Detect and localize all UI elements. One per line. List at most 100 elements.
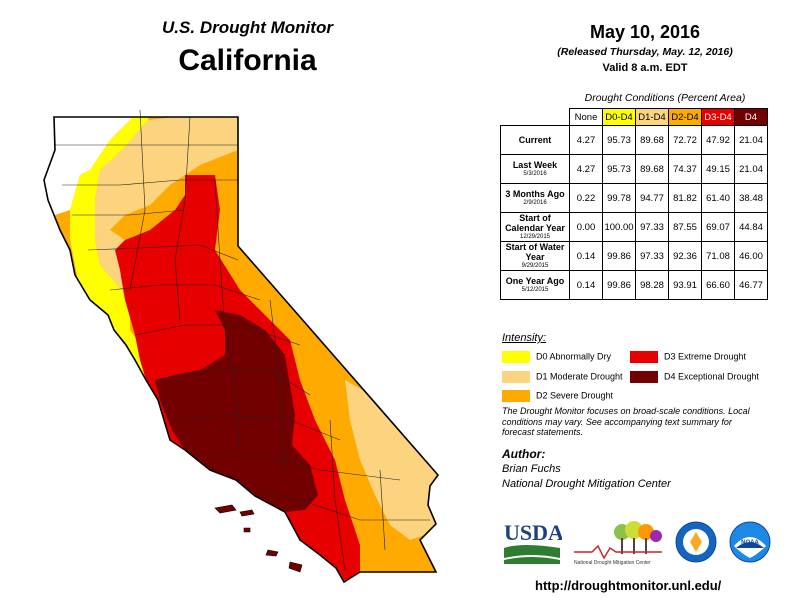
disclaimer-note: The Drought Monitor focuses on broad-sca… [502, 406, 750, 437]
row-label-text: Last Week [512, 160, 558, 170]
tree-icon [614, 521, 662, 554]
channel-islands [214, 504, 303, 573]
table-row: Last Week 5/3/2016 4.27 95.73 89.68 74.37 49.1… [500, 154, 768, 184]
table-cell: 99.78 [602, 183, 636, 213]
table-cell: 66.60 [701, 270, 735, 300]
table-cell: 0.00 [569, 212, 603, 242]
table-corner [501, 109, 570, 126]
col-header: D2-D4 [668, 108, 702, 126]
table-cell: 99.86 [602, 241, 636, 271]
table-cell: 87.55 [668, 212, 702, 242]
legend-swatch [502, 351, 530, 363]
table-row: 3 Months Ago 2/9/2016 0.22 99.78 94.77 81.82 6… [500, 183, 768, 213]
row-label: Current [500, 125, 570, 155]
table-cell: 97.33 [635, 212, 669, 242]
table-cell: 69.07 [701, 212, 735, 242]
legend-label: D0 Abnormally Dry [536, 351, 612, 362]
legend-item-d3: D3 Extreme Drought [630, 351, 746, 363]
col-header: None [569, 108, 603, 126]
table-title: Drought Conditions (Percent Area) [584, 92, 746, 104]
author-org: National Drought Mitigation Center [502, 478, 671, 490]
table-row: Start of Water Year 9/29/2015 0.14 99.86 97.… [500, 241, 768, 271]
legend-item-d0: D0 Abnormally Dry [502, 351, 611, 363]
author-name: Brian Fuchs [502, 463, 561, 475]
col-header: D4 [734, 108, 768, 126]
table-cell: 94.77 [635, 183, 669, 213]
col-header: D3-D4 [701, 108, 735, 126]
valid-time: Valid 8 a.m. EDT [602, 62, 688, 74]
table-cell: 21.04 [734, 154, 768, 184]
california-drought-map [43, 109, 440, 584]
row-label-text: Start of Water Year [505, 242, 565, 262]
table-cell: 4.27 [569, 154, 603, 184]
table-cell: 0.14 [569, 270, 603, 300]
ndmc-logo-text: National Drought Mitigation Center [574, 560, 651, 566]
col-header: D0-D4 [602, 108, 636, 126]
table-cell: 44.84 [734, 212, 768, 242]
table-cell: 38.48 [734, 183, 768, 213]
table-cell: 99.86 [602, 270, 636, 300]
legend-item-d4: D4 Exceptional Drought [630, 371, 759, 383]
table-cell: 93.91 [668, 270, 702, 300]
legend-swatch [502, 371, 530, 383]
table-cell: 81.82 [668, 183, 702, 213]
region-d4 [155, 310, 318, 512]
monitor-url-link[interactable]: http://droughtmonitor.unl.edu/ [535, 578, 722, 593]
intensity-title: Intensity: [502, 332, 547, 344]
table-cell: 74.37 [668, 154, 702, 184]
usda-logo-text: USDA [504, 520, 562, 545]
table-cell: 61.40 [701, 183, 735, 213]
row-label-text: One Year Ago [505, 276, 565, 286]
row-label-text: Start of Calendar Year [505, 213, 565, 233]
legend-label: D2 Severe Drought [536, 390, 614, 401]
table-cell: 95.73 [602, 125, 636, 155]
release-date: (Released Thursday, May. 12, 2016) [557, 46, 733, 58]
region-none [44, 117, 140, 220]
table-cell: 21.04 [734, 125, 768, 155]
map-date: May 10, 2016 [589, 22, 701, 42]
table-row: One Year Ago 5/12/2015 0.14 99.86 98.28 93.91… [500, 270, 768, 300]
region-d1-east [345, 380, 438, 540]
usda-logo: USDA [504, 520, 562, 564]
table-cell: 4.27 [569, 125, 603, 155]
row-date: 5/12/2015 [521, 287, 549, 293]
legend-swatch [630, 371, 658, 383]
legend-item-d2: D2 Severe Drought [502, 390, 613, 402]
commerce-seal-icon [675, 521, 717, 563]
ndmc-logo: National Drought Mitigation Center [574, 521, 662, 566]
region-d0 [70, 117, 155, 380]
county-boundaries [54, 109, 430, 571]
table-cell: 49.15 [701, 154, 735, 184]
table-cell: 92.36 [668, 241, 702, 271]
table-cell: 98.28 [635, 270, 669, 300]
legend-swatch [502, 390, 530, 402]
state-outline [43, 116, 440, 584]
table-row: Current 4.27 95.73 89.68 72.72 47.92 21.04 [500, 125, 768, 155]
legend-label: D1 Moderate Drought [536, 371, 623, 382]
noaa-logo-icon: NOAA [729, 521, 771, 563]
table-cell: 71.08 [701, 241, 735, 271]
row-label-text: Current [518, 135, 552, 145]
row-label: Last Week 5/3/2016 [500, 154, 570, 184]
noaa-logo-text: NOAA [741, 540, 759, 546]
legend-item-d1: D1 Moderate Drought [502, 371, 623, 383]
row-label-text: 3 Months Ago [505, 189, 565, 199]
table-cell: 0.14 [569, 241, 603, 271]
table-cell: 97.33 [635, 241, 669, 271]
author-label: Author: [502, 447, 546, 461]
legend-label: D3 Extreme Drought [664, 351, 747, 362]
row-date: 9/29/2015 [521, 263, 549, 269]
table-cell: 47.92 [701, 125, 735, 155]
table-cell: 89.68 [635, 154, 669, 184]
table-cell: 0.22 [569, 183, 603, 213]
legend-label: D4 Exceptional Drought [664, 371, 760, 382]
row-date: 5/3/2016 [523, 171, 547, 177]
table-cell: 100.00 [602, 212, 636, 242]
table-cell: 46.00 [734, 241, 768, 271]
table-cell: 46.77 [734, 270, 768, 300]
row-date: 2/9/2016 [523, 200, 547, 206]
state-title: California [178, 44, 317, 77]
col-header: D1-D4 [635, 108, 669, 126]
row-label: One Year Ago 5/12/2015 [500, 270, 570, 300]
row-label: Start of Calendar Year 12/29/2015 [500, 212, 570, 242]
